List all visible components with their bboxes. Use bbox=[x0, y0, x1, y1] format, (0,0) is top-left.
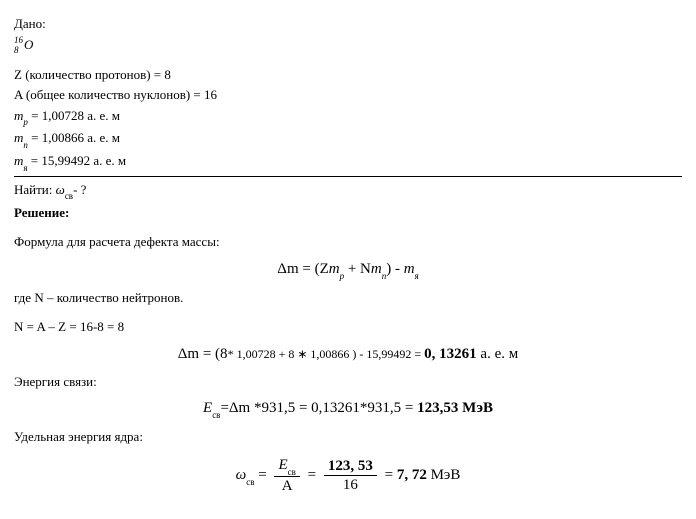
eq3-sub: св bbox=[212, 410, 220, 420]
eq4-res: 7, 72 bbox=[397, 467, 427, 483]
eq4-frac2: 123, 53 16 bbox=[324, 457, 377, 494]
eq4-frac1: Eсв A bbox=[274, 456, 299, 495]
eq4-num1-sub: св bbox=[288, 467, 296, 477]
mya-val: = 15,99492 а. е. м bbox=[28, 153, 127, 168]
mn-sym: m bbox=[14, 130, 23, 145]
find-suffix: - ? bbox=[73, 182, 86, 197]
find-line: Найти: ωсв- ? bbox=[14, 181, 682, 201]
eq1-mid: + N bbox=[344, 261, 371, 277]
mn-sub: n bbox=[23, 140, 28, 150]
eq2-pre: Δm = (8 bbox=[178, 346, 228, 362]
eq2-res: 0, 13261 bbox=[424, 346, 477, 362]
eq4-den1: A bbox=[274, 477, 299, 495]
find-prefix: Найти: bbox=[14, 182, 56, 197]
document-page: Дано: 16 8 O Z (количество протонов) = 8… bbox=[0, 0, 696, 517]
eq4-num1: Eсв bbox=[274, 456, 299, 477]
find-sub: св bbox=[65, 191, 73, 201]
mn-line: mn = 1,00866 а. е. м bbox=[14, 129, 682, 149]
eq3-mid: =Δm *931,5 = 0,13261*931,5 = bbox=[220, 400, 417, 416]
eq3-sym: E bbox=[203, 400, 212, 416]
eq2: Δm = (8* 1,00728 + 8 ∗ 1,00866 ) - 15,99… bbox=[14, 346, 682, 363]
nuclide-symbol: O bbox=[24, 37, 33, 52]
eq4-sub: св bbox=[246, 477, 254, 487]
eq1-lhs: Δm = (Z bbox=[277, 261, 328, 277]
mp-val: = 1,00728 а. е. м bbox=[28, 108, 120, 123]
z-line: Z (количество протонов) = 8 bbox=[14, 66, 682, 84]
text4: Энергия связи: bbox=[14, 373, 682, 391]
text5: Удельная энергия ядра: bbox=[14, 428, 682, 446]
eq4-num2: 123, 53 bbox=[324, 457, 377, 476]
eq4: ωсв = Eсв A = 123, 53 16 = 7, 72 МэВ bbox=[14, 456, 682, 495]
eq1-m1: m bbox=[329, 261, 340, 277]
eq1-m2: m bbox=[371, 261, 382, 277]
eq1-s3: я bbox=[415, 271, 419, 281]
eq3: Eсв=Δm *931,5 = 0,13261*931,5 = 123,53 М… bbox=[14, 400, 682, 418]
given-label: Дано: bbox=[14, 15, 682, 33]
mp-line: mp = 1,00728 а. е. м bbox=[14, 107, 682, 127]
eq4-eq3: = bbox=[385, 467, 397, 483]
solution-label: Решение: bbox=[14, 204, 682, 222]
divider bbox=[14, 176, 682, 177]
mya-sub: я bbox=[23, 163, 27, 173]
eq1-m3: m bbox=[404, 261, 415, 277]
atomic-number: 8 bbox=[14, 44, 19, 56]
nuclide-line: 16 8 O bbox=[14, 36, 682, 54]
mya-sym: m bbox=[14, 153, 23, 168]
eq1-s1: p bbox=[340, 271, 345, 281]
nuclide-indices: 16 8 bbox=[14, 38, 24, 54]
find-sym: ω bbox=[56, 182, 65, 197]
eq1-after: ) - bbox=[386, 261, 404, 277]
mp-sub: p bbox=[23, 117, 28, 127]
eq2-mid: * 1,00728 + 8 ∗ 1,00866 ) - 15,99492 = bbox=[228, 347, 425, 361]
text3: N = A – Z = 16-8 = 8 bbox=[14, 318, 682, 336]
mn-val: = 1,00866 а. е. м bbox=[28, 130, 120, 145]
eq4-eq2: = bbox=[308, 467, 320, 483]
a-line: A (общее количество нуклонов) = 16 bbox=[14, 86, 682, 104]
eq4-eq: = bbox=[254, 467, 270, 483]
mp-sym: m bbox=[14, 108, 23, 123]
mya-line: mя = 15,99492 а. е. м bbox=[14, 152, 682, 172]
eq4-sym: ω bbox=[236, 467, 247, 483]
eq4-den2: 16 bbox=[324, 476, 377, 494]
eq4-num1-sym: E bbox=[278, 457, 287, 473]
eq1: Δm = (Zmp + Nmn) - mя bbox=[14, 261, 682, 279]
eq1-s2: n bbox=[382, 271, 387, 281]
text1: Формула для расчета дефекта массы: bbox=[14, 233, 682, 251]
text2: где N – количество нейтронов. bbox=[14, 289, 682, 307]
eq4-unit: МэВ bbox=[427, 467, 461, 483]
eq3-res: 123,53 МэВ bbox=[417, 400, 493, 416]
eq2-unit: а. е. м bbox=[477, 346, 519, 362]
